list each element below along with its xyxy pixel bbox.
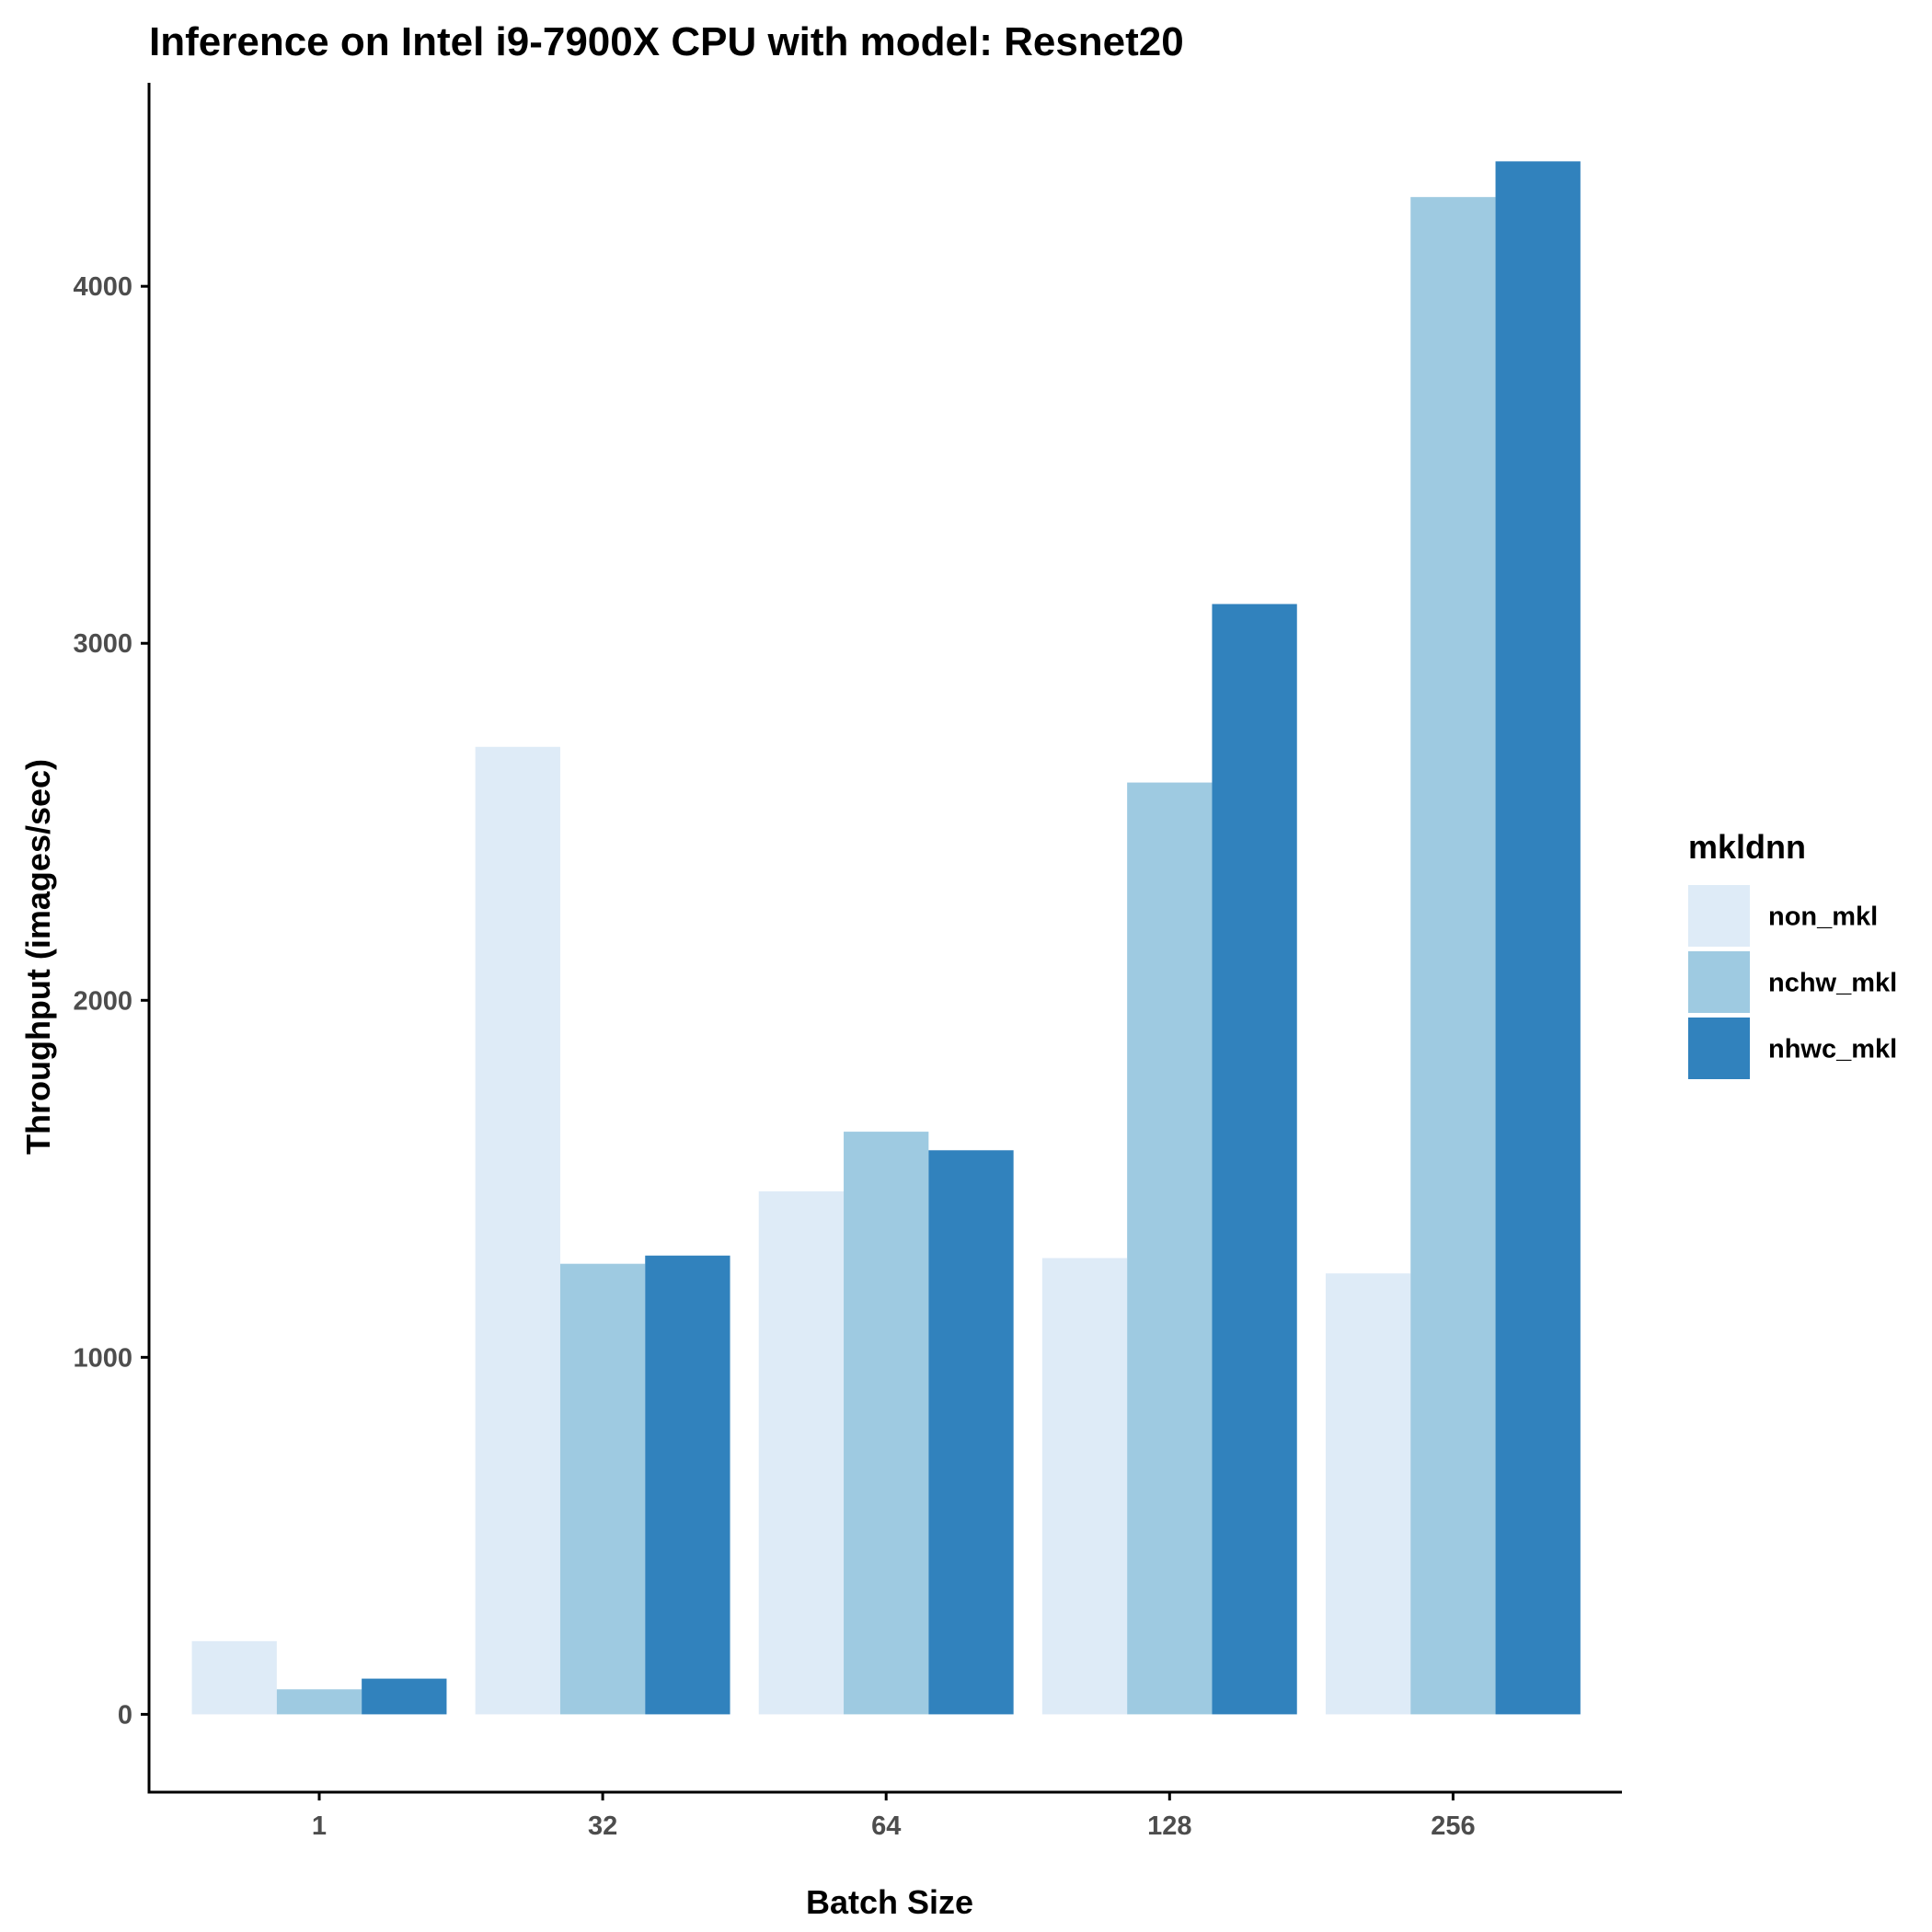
- y-axis-title: Throughput (images/sec): [19, 759, 57, 1155]
- x-tick-label: 32: [588, 1811, 617, 1841]
- bars-group: [191, 161, 1581, 1715]
- bar-nchw_mkl-256: [1410, 197, 1496, 1715]
- legend-key-nchw_mkl: [1688, 951, 1750, 1013]
- bar-non_mkl-32: [475, 746, 560, 1715]
- bar-nhwc_mkl-128: [1212, 604, 1297, 1715]
- bar-nchw_mkl-64: [844, 1132, 929, 1715]
- bar-non_mkl-1: [191, 1640, 277, 1715]
- legend: mkldnn non_mkl nchw_mkl nhwc_mkl: [1688, 828, 1897, 1079]
- y-tick-label: 3000: [73, 629, 132, 659]
- y-tick-label: 2000: [73, 986, 132, 1016]
- legend-label-nchw_mkl: nchw_mkl: [1768, 969, 1897, 998]
- y-tick-label: 0: [118, 1700, 132, 1730]
- legend-label-non_mkl: non_mkl: [1768, 903, 1878, 932]
- x-tick-label: 128: [1147, 1811, 1191, 1841]
- x-tick-label: 1: [312, 1811, 327, 1841]
- y-tick-label: 1000: [73, 1343, 132, 1373]
- bar-non_mkl-64: [758, 1190, 845, 1715]
- bar-nhwc_mkl-32: [645, 1255, 730, 1715]
- y-ticks-group: 0 1000 2000 3000 4000: [73, 272, 149, 1730]
- legend-key-non_mkl: [1688, 885, 1750, 947]
- y-tick-label: 4000: [73, 272, 132, 302]
- x-tick-label: 256: [1431, 1811, 1475, 1841]
- bar-non_mkl-256: [1325, 1273, 1411, 1715]
- bar-nhwc_mkl-1: [362, 1678, 447, 1715]
- bar-non_mkl-128: [1041, 1258, 1128, 1715]
- chart-title: Inference on Intel i9-7900X CPU with mod…: [149, 19, 1184, 64]
- x-tick-label: 64: [871, 1811, 901, 1841]
- bar-nchw_mkl-128: [1127, 782, 1213, 1715]
- bar-nchw_mkl-32: [559, 1263, 646, 1715]
- legend-title: mkldnn: [1688, 828, 1806, 866]
- x-ticks-group: 1 32 64 128 256: [312, 1792, 1476, 1841]
- x-axis-title: Batch Size: [806, 1883, 973, 1921]
- bar-nchw_mkl-1: [276, 1689, 362, 1715]
- legend-key-nhwc_mkl: [1688, 1018, 1750, 1079]
- bar-nhwc_mkl-64: [928, 1150, 1014, 1715]
- bar-nhwc_mkl-256: [1495, 161, 1581, 1715]
- legend-label-nhwc_mkl: nhwc_mkl: [1768, 1035, 1897, 1064]
